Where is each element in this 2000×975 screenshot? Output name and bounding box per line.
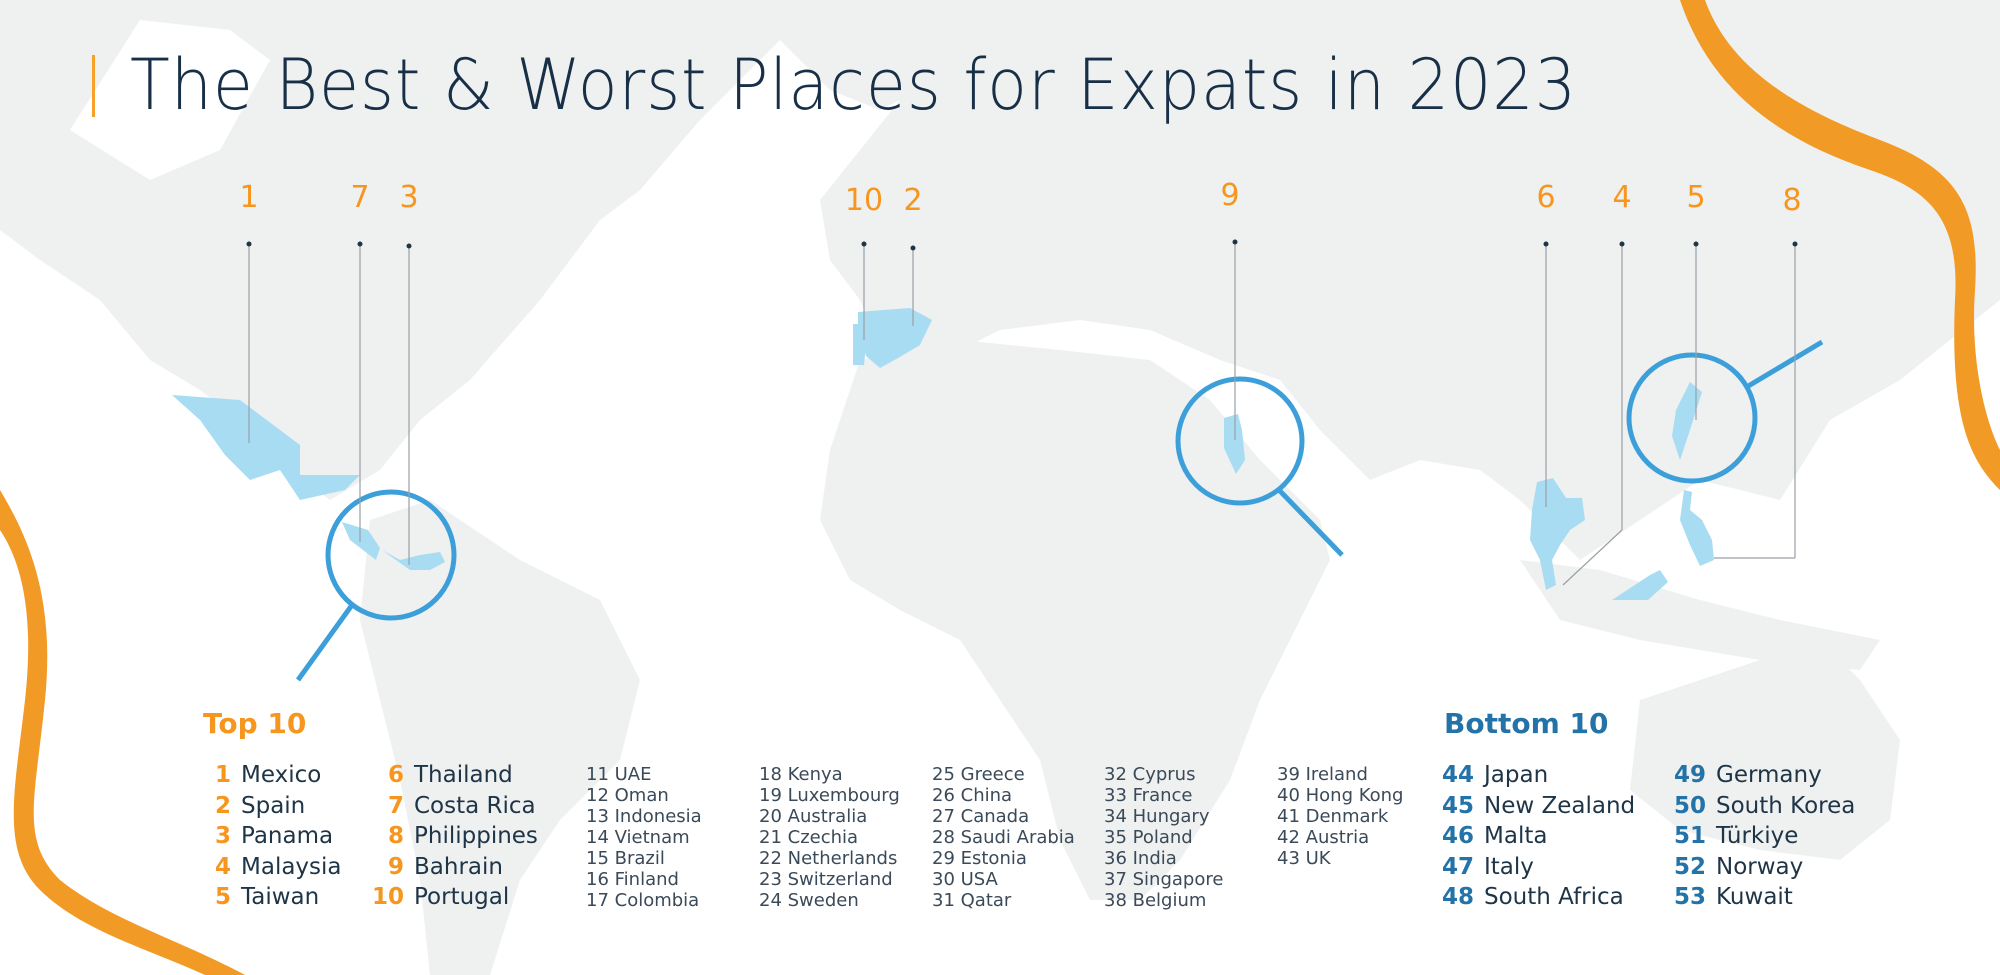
philippines-shape (1680, 490, 1714, 566)
top10-list-col1: 1 Mexico 2 Spain 3 Panama 4 Malaysia 5 Taiwan (205, 762, 342, 915)
list-item: 5 Taiwan (214, 884, 320, 910)
middle-list-col1: 11 UAE 12 Oman 13 Indonesia 14 Vietnam 1… (586, 764, 702, 911)
list-item: 21 Czechia (759, 827, 859, 848)
top10-list-col2: 6 Thailand 7 Costa Rica 8 Philippines 9 Bahr… (372, 762, 538, 915)
list-item: 53 Kuwait (1673, 884, 1793, 910)
highlighted-countries (172, 308, 1714, 600)
bottom10-list-col1: 44 Japan 45 New Zealand 46 Malta 47 Italy 48… (1438, 762, 1635, 915)
mexico-shape (172, 395, 360, 500)
list-item: 44 Japan (1441, 762, 1549, 788)
list-item: 14 Vietnam (586, 827, 690, 848)
leader-lines (248, 242, 1796, 586)
list-item: 2 Spain (214, 792, 306, 819)
list-item: 42 Austria (1277, 827, 1370, 848)
list-item: 47 Italy (1441, 853, 1534, 880)
bottom10-list-col2: 49 Germany 50 South Korea 51 Türkiye 52 Norw… (1670, 762, 1855, 915)
top10-heading: Top 10 (203, 707, 307, 740)
list-item: 3 Panama (214, 823, 334, 849)
map-marker-taiwan: 5 (1686, 180, 1706, 215)
page-title: The Best & Worst Places for Expats in 20… (130, 44, 1578, 126)
marker-dots (246, 239, 1798, 251)
costa-rica-shape (342, 522, 380, 560)
list-item: 23 Switzerland (759, 869, 893, 890)
list-item: 25 Greece (932, 764, 1025, 785)
title-accent-bar (92, 55, 95, 117)
list-item: 1 Mexico (214, 762, 322, 788)
list-item: 12 Oman (586, 785, 669, 806)
list-item: 51 Türkiye (1673, 823, 1799, 849)
map-marker-mexico: 1 (239, 180, 259, 215)
list-item: 38 Belgium (1104, 890, 1207, 911)
map-marker-bahrain: 9 (1220, 178, 1240, 213)
list-item: 24 Sweden (759, 890, 859, 911)
middle-list-col3: 25 Greece 26 China 27 Canada 28 Saudi Ar… (932, 764, 1075, 911)
list-item: 17 Colombia (586, 890, 700, 911)
middle-list-col5: 39 Ireland 40 Hong Kong 41 Denmark 42 Au… (1277, 764, 1403, 869)
list-item: 26 China (932, 785, 1013, 806)
list-item: 28 Saudi Arabia (932, 827, 1075, 848)
list-item: 32 Cyprus (1104, 764, 1196, 785)
map-marker-philippines: 8 (1782, 183, 1802, 218)
list-item: 7 Costa Rica (387, 792, 536, 819)
map-marker-malaysia: 4 (1612, 180, 1632, 215)
map-marker-panama: 3 (399, 180, 419, 215)
list-item: 10 Portugal (372, 884, 510, 910)
map-marker-thailand: 6 (1536, 180, 1556, 215)
list-item: 22 Netherlands (759, 848, 898, 869)
list-item: 46 Malta (1441, 823, 1548, 849)
list-item: 9 Bahrain (387, 853, 503, 880)
bottom10-heading: Bottom 10 (1444, 707, 1609, 740)
list-item: 45 New Zealand (1441, 792, 1636, 819)
list-item: 8 Philippines (387, 823, 538, 849)
map-marker-portugal: 10 (844, 183, 884, 218)
list-item: 34 Hungary (1104, 806, 1210, 827)
list-item: 33 France (1104, 785, 1193, 806)
list-item: 35 Poland (1104, 827, 1193, 848)
list-item: 52 Norway (1673, 853, 1804, 880)
list-item: 50 South Korea (1673, 792, 1856, 819)
bahrain-shape (1224, 414, 1245, 474)
list-item: 20 Australia (759, 806, 868, 827)
list-item: 11 UAE (586, 764, 652, 785)
panama-shape (382, 550, 445, 570)
list-item: 16 Finland (586, 869, 679, 890)
list-item: 13 Indonesia (586, 806, 702, 827)
list-item: 29 Estonia (932, 848, 1027, 869)
list-item: 37 Singapore (1104, 869, 1224, 890)
list-item: 48 South Africa (1441, 884, 1624, 910)
list-item: 18 Kenya (759, 764, 843, 785)
magnifier-icons (295, 339, 1824, 682)
list-item: 30 USA (932, 869, 998, 890)
list-item: 43 UK (1277, 848, 1331, 869)
map-marker-costa-rica: 7 (350, 180, 370, 215)
list-item: 36 India (1104, 848, 1177, 869)
list-item: 6 Thailand (387, 762, 513, 788)
list-item: 15 Brazil (586, 848, 665, 869)
malaysia-shape (1612, 570, 1668, 600)
taiwan-shape (1672, 382, 1702, 460)
list-item: 27 Canada (932, 806, 1030, 827)
list-item: 31 Qatar (932, 890, 1012, 911)
middle-list-col2: 18 Kenya 19 Luxembourg 20 Australia 21 C… (759, 764, 900, 911)
list-item: 41 Denmark (1277, 806, 1389, 827)
list-item: 40 Hong Kong (1277, 785, 1404, 806)
list-item: 49 Germany (1673, 762, 1822, 788)
thailand-shape (1530, 478, 1585, 590)
map-marker-spain: 2 (903, 183, 923, 218)
list-item: 4 Malaysia (214, 853, 342, 880)
list-item: 39 Ireland (1277, 764, 1368, 785)
middle-list-col4: 32 Cyprus 33 France 34 Hungary 35 Poland… (1104, 764, 1223, 911)
list-item: 19 Luxembourg (759, 785, 900, 806)
